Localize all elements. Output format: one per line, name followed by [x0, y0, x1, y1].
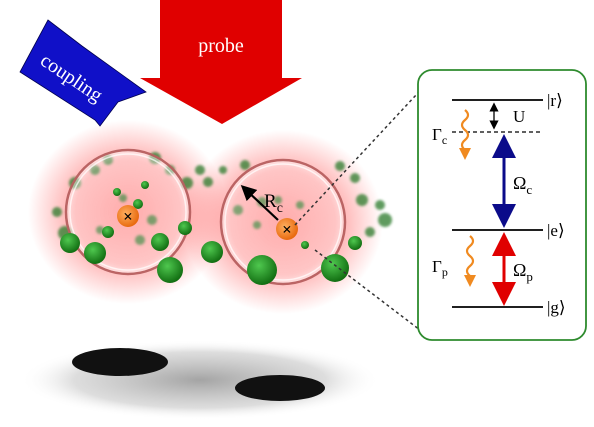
level-scheme-panel: |r⟩ |e⟩ |g⟩ U Ωc Ωp Γc Γp [417, 69, 587, 341]
decay-c-arrowhead [459, 148, 471, 160]
omega-c-sub: c [526, 182, 532, 197]
omega-p-symbol: Ω [513, 260, 526, 280]
rydberg-core-right: × [276, 218, 298, 240]
probe-label: probe [198, 35, 244, 57]
blockade-radius-symbol: R [264, 191, 277, 212]
gamma-p-sub: p [442, 265, 448, 279]
shift-label: U [513, 107, 525, 126]
decay-c-squiggle [460, 109, 470, 151]
blockade-radius-label: Rc [264, 191, 283, 216]
omega-p-sub: p [526, 269, 533, 284]
blockade-radius-sub: c [277, 201, 283, 216]
coupling-beam-arrow: coupling [19, 19, 147, 127]
gamma-p-symbol: Γ [432, 257, 442, 276]
gamma-c-symbol: Γ [432, 125, 442, 144]
level-e-label: |e⟩ [547, 221, 565, 240]
atom-bath-foreground [60, 181, 362, 285]
decay-p-arrowhead [464, 275, 476, 287]
rydberg-core-left: × [117, 205, 139, 227]
core-marker-right: × [282, 220, 292, 239]
gamma-p-label: Γp [432, 257, 448, 279]
probe-beam-arrow: probe [140, 0, 302, 124]
core-marker-left: × [123, 207, 133, 226]
blockade-radius: Rc [240, 184, 283, 221]
gamma-c-label: Γc [432, 125, 447, 147]
omega-c-symbol: Ω [513, 173, 526, 193]
shadow-blob-right [235, 375, 325, 401]
level-r-label: |r⟩ [547, 91, 563, 110]
decay-p-squiggle [465, 235, 475, 277]
level-g-label: |g⟩ [547, 298, 566, 317]
omega-c-label: Ωc [513, 173, 532, 197]
shadow-projection [20, 340, 380, 420]
gamma-c-sub: c [442, 133, 447, 147]
shadow-blob-left [72, 348, 168, 376]
zoom-lines [294, 79, 431, 331]
omega-p-label: Ωp [513, 260, 533, 284]
